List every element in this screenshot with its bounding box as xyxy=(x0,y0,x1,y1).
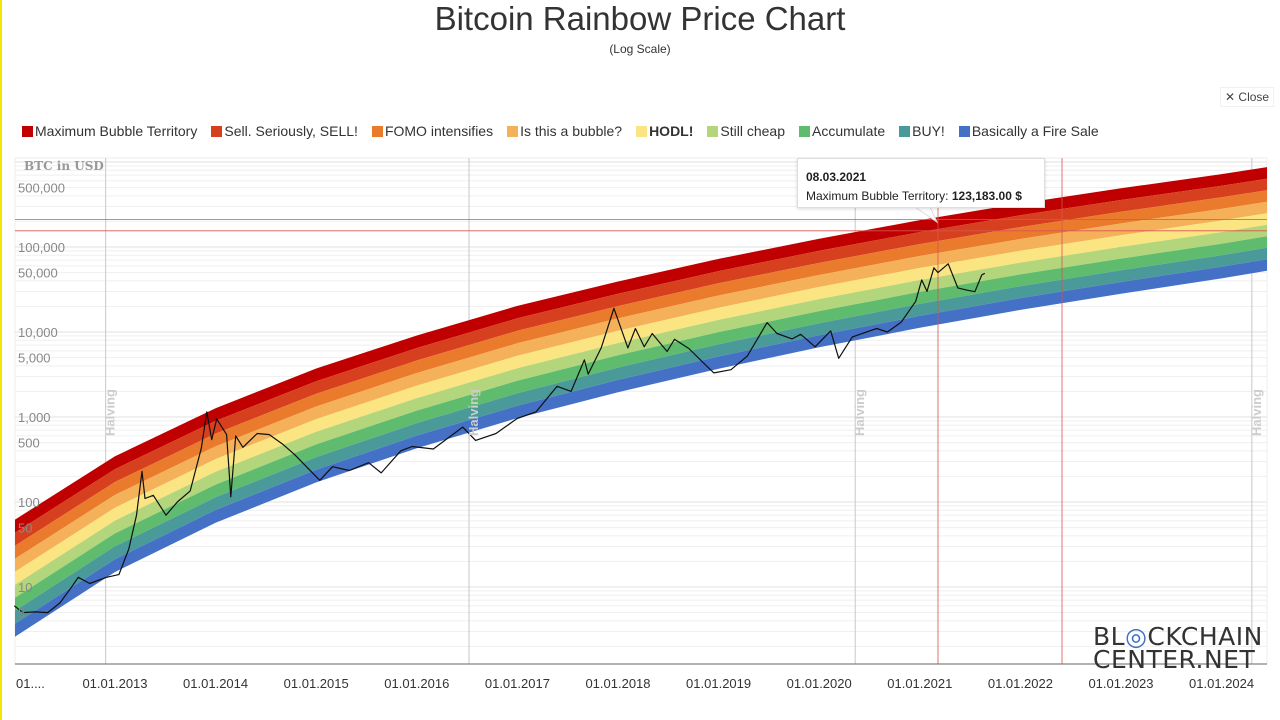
legend-label: Maximum Bubble Territory xyxy=(35,123,198,139)
legend-label: Still cheap xyxy=(720,123,785,139)
x-tick-label: 01.01.2023 xyxy=(1088,676,1153,691)
window-edge xyxy=(0,0,2,720)
y-tick-label: 500 xyxy=(18,436,40,451)
x-tick-label: 01.01.2016 xyxy=(384,676,449,691)
legend-swatch xyxy=(507,125,519,137)
legend-item[interactable]: Still cheap xyxy=(707,123,785,139)
halving-label: Halving xyxy=(466,389,481,436)
halving-label: Halving xyxy=(852,389,867,436)
legend-label: Basically a Fire Sale xyxy=(971,123,1099,139)
legend-swatch xyxy=(958,125,970,137)
y-tick-label: 5,000 xyxy=(18,351,51,366)
legend: Maximum Bubble Territory Sell. Seriously,… xyxy=(22,123,1099,139)
legend-swatch xyxy=(211,125,223,137)
tooltip: 08.03.2021 Maximum Bubble Territory: 123… xyxy=(797,158,1045,208)
x-tick-label: 01.01.2022 xyxy=(988,676,1053,691)
y-tick-label: 5 xyxy=(18,606,25,621)
legend-item[interactable]: FOMO intensifies xyxy=(371,123,494,139)
y-tick-label: 10,000 xyxy=(18,325,58,340)
x-tick-label: 01.01.2021 xyxy=(887,676,952,691)
legend-swatch xyxy=(22,125,33,137)
legend-item[interactable]: Accumulate xyxy=(798,123,886,139)
legend-label: Accumulate xyxy=(811,123,886,139)
x-tick-label: 01.01.2017 xyxy=(485,676,550,691)
legend-swatch xyxy=(636,125,648,137)
halving-label: Halving xyxy=(1249,389,1264,436)
x-tick-label: 01.01.2014 xyxy=(183,676,248,691)
x-tick-label: 01.01.2013 xyxy=(82,676,147,691)
y-tick-label: 50,000 xyxy=(18,266,58,281)
x-tick-label: 01.01.2018 xyxy=(585,676,650,691)
x-tick-label: 01.01.2015 xyxy=(284,676,349,691)
y-tick-label: 1,000 xyxy=(18,410,51,425)
x-tick-label: 01.01.2024 xyxy=(1189,676,1254,691)
legend-swatch xyxy=(798,125,810,137)
legend-item[interactable]: Maximum Bubble Territory xyxy=(22,123,197,139)
legend-item[interactable]: Basically a Fire Sale xyxy=(958,123,1099,139)
legend-swatch xyxy=(371,125,383,137)
blockchaincenter-logo: BL◎CKCHAIN CENTER.NET xyxy=(1093,622,1263,674)
legend-item[interactable]: HODL! xyxy=(636,123,693,139)
halving-label: Halving xyxy=(103,389,118,436)
legend-item[interactable]: Is this a bubble? xyxy=(507,123,622,139)
x-tick-label: 01.01.2020 xyxy=(787,676,852,691)
y-tick-label: 100,000 xyxy=(18,240,65,255)
legend-item[interactable]: Sell. Seriously, SELL! xyxy=(211,123,358,139)
legend-label: Is this a bubble? xyxy=(520,123,623,139)
y-tick-label: 50 xyxy=(18,521,32,536)
y-tick-label: 500,000 xyxy=(18,181,65,196)
close-label: Close xyxy=(1238,90,1270,104)
y-tick-label: 10 xyxy=(18,580,32,595)
tooltip-value: 123,183.00 $ xyxy=(951,189,1022,203)
legend-label: Sell. Seriously, SELL! xyxy=(224,123,358,139)
legend-label: FOMO intensifies xyxy=(384,123,494,139)
btc-price-line xyxy=(14,263,986,614)
chart-subtitle: (Log Scale) xyxy=(609,42,671,56)
close-button[interactable]: ✕ Close xyxy=(1220,87,1275,107)
legend-item[interactable]: BUY! xyxy=(899,123,945,139)
legend-swatch xyxy=(707,125,719,137)
y-axis-title: BTC in USD xyxy=(24,159,104,173)
x-tick-label: 01.... xyxy=(16,676,45,691)
legend-label: HODL! xyxy=(649,123,694,139)
legend-label: BUY! xyxy=(912,123,945,139)
tooltip-date: 08.03.2021 xyxy=(806,170,867,184)
legend-swatch xyxy=(899,125,911,137)
y-tick-label: 100 xyxy=(18,495,40,510)
x-icon: ✕ xyxy=(1225,90,1236,104)
tooltip-series: Maximum Bubble Territory: xyxy=(806,189,949,203)
x-tick-label: 01.01.2019 xyxy=(686,676,751,691)
chart-title: Bitcoin Rainbow Price Chart xyxy=(434,0,846,37)
